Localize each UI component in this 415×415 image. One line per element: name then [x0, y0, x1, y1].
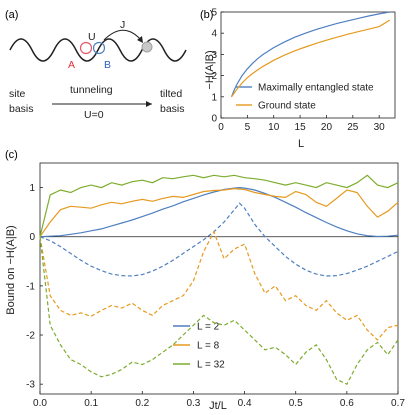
panel-c-ytick-label: 1	[29, 183, 35, 194]
panel-b-xtick-label: 30	[374, 122, 386, 133]
tunneling-label: tunneling	[70, 84, 113, 96]
panel-c-lower-line	[39, 236, 399, 385]
tilted-basis-line2: basis	[160, 103, 185, 115]
panel-c-upper-line	[39, 174, 399, 237]
panel-b-series-line	[230, 11, 390, 98]
panel-c-ylabel: Bound on −H(A|B)	[5, 225, 17, 314]
panel-a-label: (a)	[5, 9, 18, 21]
panel-c-lower-line	[39, 230, 399, 341]
panel-c-frame	[39, 162, 399, 395]
u-zero-label: U=0	[84, 109, 104, 121]
lattice-potential	[9, 38, 187, 62]
panel-c-xtick-label: 0.3	[186, 398, 200, 409]
panel-c-xlabel: Jt/L	[209, 400, 227, 412]
panel-b-legend-label: Ground state	[258, 101, 316, 112]
site-a-circle	[79, 41, 93, 55]
panel-c-xtick-label: 0.6	[340, 398, 354, 409]
panel-b-ylabel: −H(A|B)	[204, 50, 216, 89]
panel-b-ytick-label: 1	[211, 92, 217, 103]
panel-c-upper-line	[39, 187, 399, 238]
panel-b-frame	[220, 11, 396, 119]
label-j: J	[120, 19, 125, 31]
panel-c: (c) Bound on −H(A|B) Jt/L 0.0 0.1 0.2 0.3 0.…	[5, 149, 405, 412]
panel-b-xtick-label: 20	[321, 122, 333, 133]
panel-c-xtick-label: 0.7	[391, 398, 405, 409]
panel-b-xlabel: L	[298, 138, 304, 150]
panel-c-xtick-label: 0.4	[238, 398, 252, 409]
panel-a: (a) U J A B site basis tunneling U=0 til…	[5, 9, 187, 121]
panel-b-xtick-label: 5	[245, 122, 251, 133]
panel-c-upper-line	[39, 186, 399, 238]
panel-c-xtick-label: 0.5	[289, 398, 303, 409]
hop-arrow	[103, 29, 143, 42]
panel-b-xtick-label: 0	[218, 122, 224, 133]
panel-b-ytick-label: 2	[211, 71, 217, 82]
panel-b-ytick-label: 4	[211, 29, 217, 40]
panel-c-legend-label: L = 32	[197, 360, 225, 371]
panel-c-xtick-label: 0.1	[84, 398, 98, 409]
panel-c-xtick-label: 0.2	[135, 398, 149, 409]
panel-c-xtick-label: 0.0	[33, 398, 47, 409]
site-b-circle	[92, 41, 106, 55]
panel-c-label: (c)	[5, 149, 18, 161]
panel-c-ytick-label: -2	[26, 331, 35, 342]
panel-c-ytick-label: -1	[26, 281, 35, 292]
panel-c-lower-line	[39, 202, 399, 277]
site-basis-line2: basis	[9, 103, 34, 115]
panel-b-label: (b)	[200, 9, 213, 21]
label-b: B	[104, 59, 111, 71]
panel-b-ytick-label: 5	[211, 8, 217, 19]
hop-target-circle	[141, 41, 153, 53]
basis-arrow-head	[146, 101, 152, 107]
label-a: A	[68, 59, 75, 71]
panel-b-ytick-label: 0	[211, 114, 217, 125]
site-basis-line1: site	[9, 88, 26, 100]
panel-b-series-line	[231, 19, 391, 98]
panel-c-ytick-label: 0	[29, 232, 35, 243]
panel-b-ytick-label: 3	[211, 50, 217, 61]
label-u: U	[88, 31, 96, 43]
panel-b-xtick-label: 15	[295, 122, 307, 133]
hop-arrow-head	[137, 36, 143, 43]
panel-c-legend-label: L = 2	[197, 322, 220, 333]
panel-c-legend-label: L = 8	[197, 341, 220, 352]
tilted-basis-line1: tilted	[160, 88, 182, 100]
panel-c-ytick-label: -3	[26, 380, 35, 391]
panel-b-legend-label: Maximally entangled state	[258, 83, 374, 94]
panel-b-xtick-label: 25	[347, 122, 359, 133]
panel-b-xtick-label: 10	[268, 122, 280, 133]
panel-b: (b) −H(A|B) L 0 5 10 15 20 25 30 0 1 2 3 4 5 Maximall…	[200, 8, 396, 150]
